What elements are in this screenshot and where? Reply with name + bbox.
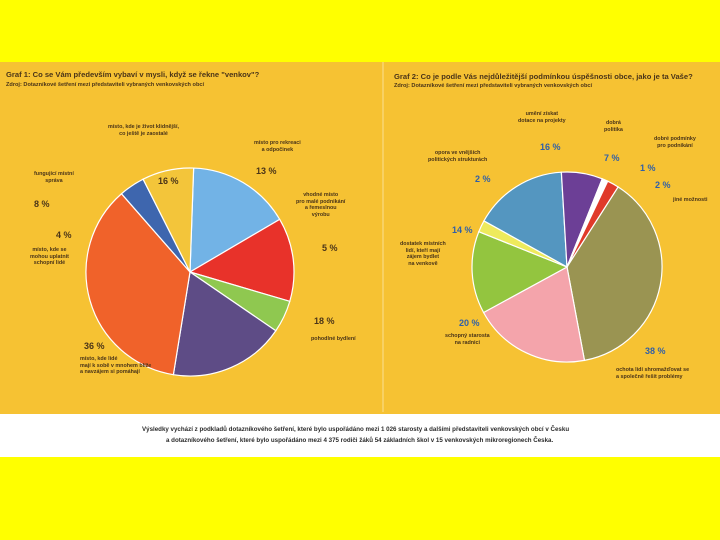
g2-slice-ochota bbox=[566, 186, 663, 362]
g1-slice-pomoc bbox=[85, 192, 191, 376]
g2-label-lide: dostatek místních lidí, kteří mají zájem… bbox=[400, 241, 446, 267]
g1-pct-sprava: 8 % bbox=[34, 199, 50, 209]
caption-line-2: a dotazníkového šetření, které bylo uspo… bbox=[166, 437, 554, 444]
g1-label-klid: místo, kde je život klidnější, co ještě … bbox=[108, 124, 179, 137]
g2-label-podminky: dobré podmínky pro podnikání bbox=[654, 136, 696, 149]
g2-pct-dotace: 16 % bbox=[540, 142, 561, 152]
g2-label-jine: jiné možnosti bbox=[673, 197, 708, 203]
g1-label-bydleni: pohodlné bydlení bbox=[311, 336, 356, 342]
g1-pct-uplatneni: 4 % bbox=[56, 230, 72, 240]
g1-pct-rekreace: 13 % bbox=[256, 166, 277, 176]
g2-slice-starosta bbox=[482, 266, 586, 363]
g2-pct-politika: 7 % bbox=[604, 153, 620, 163]
g1-slice-sprava bbox=[142, 167, 195, 273]
g1-label-pomoc: místo, kde lidé mají k sobě v mnohem blí… bbox=[80, 356, 152, 376]
g1-pct-klid: 16 % bbox=[158, 176, 179, 186]
g1-pct-podnikani: 5 % bbox=[322, 243, 338, 253]
graph1-source: Zdroj: Dotazníkové šetření mezi představ… bbox=[6, 82, 205, 88]
g2-slice-dotace bbox=[483, 171, 568, 269]
g1-pct-pomoc: 36 % bbox=[84, 341, 105, 351]
g2-label-ochota: ochota lidí shromažďovat se a společně ř… bbox=[616, 367, 690, 380]
g2-label-politika: dobrá politika bbox=[604, 120, 623, 133]
g2-pct-lide: 14 % bbox=[452, 225, 473, 235]
figure-caption: Výsledky vychází z podkladů dotazníkovéh… bbox=[0, 414, 720, 457]
g2-pct-podminky: 1 % bbox=[640, 163, 656, 173]
g2-label-dotace: umění získat dotace na projekty bbox=[518, 111, 566, 124]
g2-pct-starosta: 20 % bbox=[459, 318, 480, 328]
graph2-title: Graf 2: Co je podle Vás nejdůležitější p… bbox=[394, 72, 693, 81]
g1-label-podnikani: vhodné místo pro malé podnikání a řemesl… bbox=[296, 192, 346, 218]
g1-slice-klid bbox=[189, 167, 281, 274]
graph2-source: Zdroj: Dotazníkové šetření mezi představ… bbox=[394, 83, 593, 89]
g2-label-opora: opora ve vnějších politických strukturác… bbox=[428, 150, 488, 163]
g1-label-sprava: fungující místní správa bbox=[34, 171, 74, 184]
g2-pct-opora: 2 % bbox=[475, 174, 491, 184]
g1-pct-bydleni: 18 % bbox=[314, 316, 335, 326]
g2-label-starosta: schopný starosta na radnici bbox=[445, 333, 490, 346]
g2-slice-lide bbox=[471, 230, 569, 314]
g2-slice-opora bbox=[478, 220, 568, 268]
g2-pct-ochota: 38 % bbox=[645, 346, 666, 356]
g2-pct-jine: 2 % bbox=[655, 180, 671, 190]
g1-label-uplatneni: místo, kde se mohou uplatnit schopní lid… bbox=[30, 247, 69, 267]
column-divider bbox=[382, 62, 384, 412]
caption-line-1: Výsledky vychází z podkladů dotazníkovéh… bbox=[142, 426, 570, 433]
g1-label-rekreace: místo pro rekreaci a odpočinek bbox=[254, 140, 301, 153]
g1-slice-rekreace bbox=[188, 218, 295, 303]
g1-slice-bydleni bbox=[172, 270, 277, 377]
graph1-title: Graf 1: Co se Vám především vybaví v mys… bbox=[6, 70, 260, 79]
